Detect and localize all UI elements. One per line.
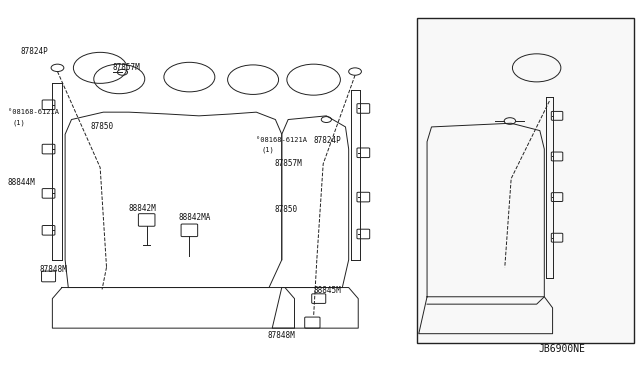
Text: 88844M: 88844M <box>8 178 35 187</box>
Text: °08168-6121A: °08168-6121A <box>256 137 307 143</box>
Text: 87857M: 87857M <box>274 159 302 169</box>
Text: JB6900NE: JB6900NE <box>539 344 586 354</box>
Text: 87857M: 87857M <box>113 63 141 72</box>
Text: 87848M: 87848M <box>40 264 67 273</box>
Text: 87824P: 87824P <box>20 47 48 56</box>
Text: 88842NA: 88842NA <box>459 227 492 235</box>
Text: 87848M: 87848M <box>268 331 296 340</box>
Text: (1): (1) <box>261 147 274 153</box>
Text: (1): (1) <box>13 119 26 126</box>
Text: 3ROW.BP: 3ROW.BP <box>436 23 471 32</box>
Text: 88842MB: 88842MB <box>447 170 480 179</box>
Text: °08168-6121A: °08168-6121A <box>8 109 59 115</box>
Text: 88845M: 88845M <box>314 286 341 295</box>
Bar <box>417 18 634 343</box>
Text: 86868N: 86868N <box>436 208 464 217</box>
Text: 88842M: 88842M <box>129 203 157 213</box>
Text: 88842M: 88842M <box>441 148 469 157</box>
Text: 87850+C: 87850+C <box>429 114 462 123</box>
Text: 88842MA: 88842MA <box>179 213 211 222</box>
Text: 87850: 87850 <box>91 122 114 131</box>
Text: 87850: 87850 <box>274 205 297 215</box>
Text: 87824P: 87824P <box>314 137 341 145</box>
